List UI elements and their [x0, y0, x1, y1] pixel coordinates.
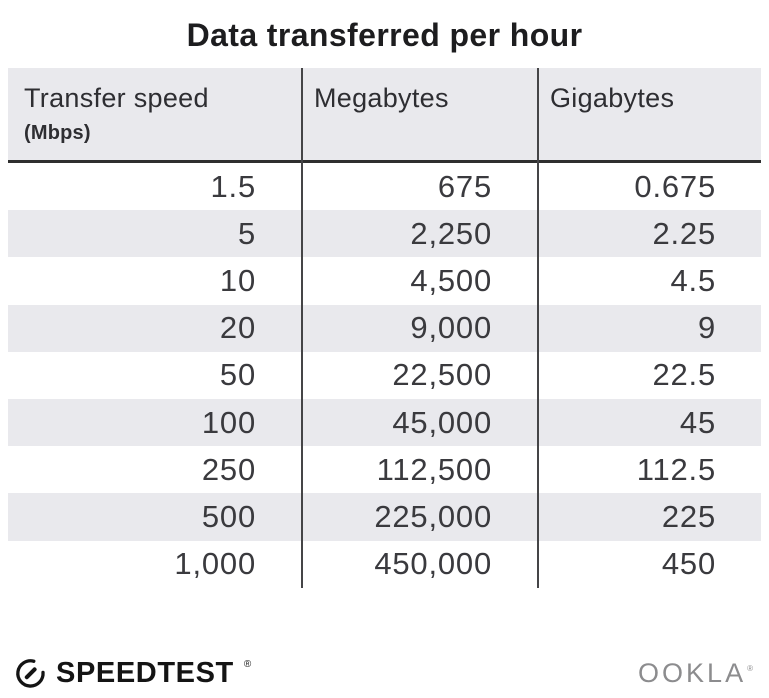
column-divider-2	[537, 68, 539, 588]
header-label: Megabytes	[314, 83, 449, 113]
cell-transfer-speed: 50	[219, 357, 256, 393]
cell-gigabytes: 0.675	[634, 168, 716, 204]
table-body: 1.5 675 0.675 5 2,250 2.25 10 4,500 4.5 …	[8, 163, 761, 588]
cell-megabytes: 2,250	[410, 215, 492, 251]
data-table: Transfer speed (Mbps) Megabytes Gigabyte…	[8, 68, 761, 588]
speedtest-gauge-icon	[14, 657, 47, 690]
footer: SPEEDTEST ® OOKLA®	[0, 648, 769, 698]
cell-gigabytes: 4.5	[670, 262, 716, 298]
cell-megabytes: 9,000	[410, 310, 492, 346]
table-row: 1,000 450,000 450	[8, 541, 761, 588]
ookla-registered-mark: ®	[747, 663, 756, 673]
speedtest-logo: SPEEDTEST ®	[14, 656, 252, 690]
table-row: 5 2,250 2.25	[8, 210, 761, 258]
cell-gigabytes: 450	[661, 546, 716, 582]
table-row: 20 9,000 9	[8, 304, 761, 352]
ookla-wordmark: OOKLA	[638, 657, 747, 688]
header-cell-megabytes: Megabytes	[301, 68, 537, 160]
table-row: 50 22,500 22.5	[8, 352, 761, 399]
ookla-logo: OOKLA®	[638, 657, 756, 688]
cell-megabytes: 675	[437, 168, 492, 204]
table-row: 10 4,500 4.5	[8, 257, 761, 304]
cell-transfer-speed: 5	[237, 215, 256, 251]
table-row: 100 45,000 45	[8, 398, 761, 447]
header-label: Transfer speed	[24, 83, 209, 113]
cell-transfer-speed: 20	[219, 310, 256, 346]
cell-transfer-speed: 1.5	[210, 168, 256, 204]
cell-megabytes: 225,000	[374, 498, 492, 534]
cell-gigabytes: 2.25	[652, 215, 716, 251]
speedtest-registered-mark: ®	[243, 658, 252, 670]
cell-transfer-speed: 1,000	[174, 546, 256, 582]
header-cell-gigabytes: Gigabytes	[537, 68, 761, 160]
header-label: Gigabytes	[550, 83, 675, 113]
cell-gigabytes: 22.5	[652, 357, 716, 393]
cell-gigabytes: 225	[661, 498, 716, 534]
header-cell-transfer-speed: Transfer speed (Mbps)	[8, 68, 301, 160]
cell-megabytes: 45,000	[392, 404, 492, 440]
table-header: Transfer speed (Mbps) Megabytes Gigabyte…	[8, 68, 761, 160]
table-row: 1.5 675 0.675	[8, 163, 761, 210]
cell-transfer-speed: 250	[201, 451, 256, 487]
cell-megabytes: 112,500	[376, 451, 492, 487]
table-row: 250 112,500 112.5	[8, 446, 761, 493]
header-sublabel-mbps: (Mbps)	[24, 122, 91, 144]
cell-gigabytes: 112.5	[636, 451, 716, 487]
cell-megabytes: 22,500	[392, 357, 492, 393]
cell-gigabytes: 9	[697, 310, 716, 346]
table-row: 500 225,000 225	[8, 493, 761, 541]
page-title: Data transferred per hour	[186, 17, 583, 53]
header-rule	[8, 160, 761, 163]
cell-gigabytes: 45	[679, 404, 716, 440]
speedtest-wordmark: SPEEDTEST	[56, 656, 234, 689]
cell-transfer-speed: 500	[201, 498, 256, 534]
cell-megabytes: 450,000	[374, 546, 492, 582]
cell-megabytes: 4,500	[410, 262, 492, 298]
cell-transfer-speed: 100	[201, 404, 256, 440]
cell-transfer-speed: 10	[219, 262, 256, 298]
column-divider-1	[301, 68, 303, 588]
